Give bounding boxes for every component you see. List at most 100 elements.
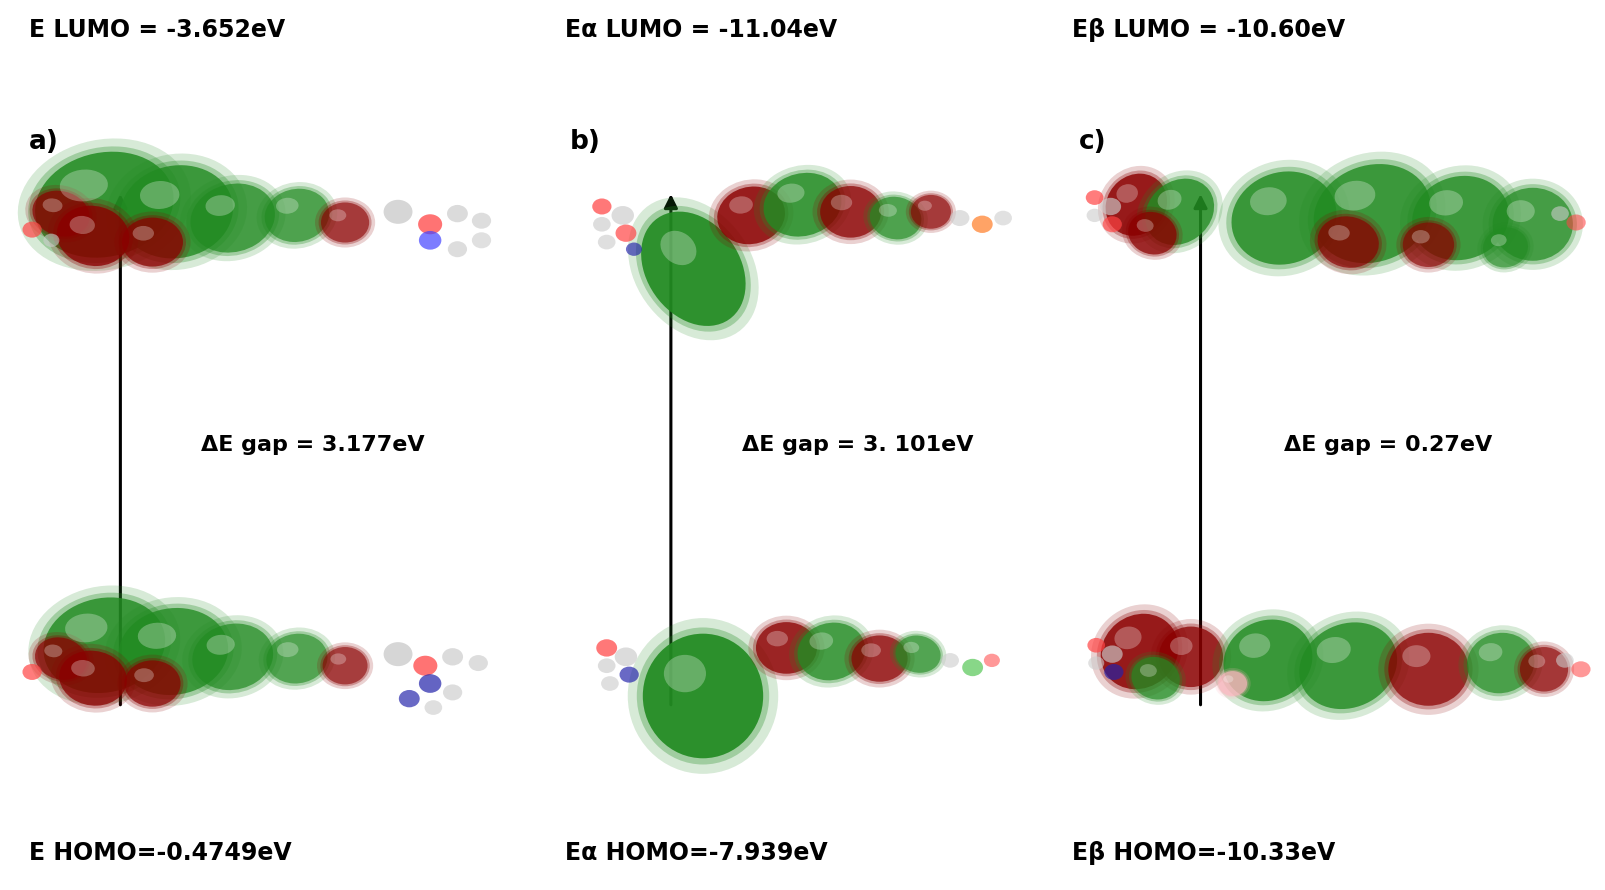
- Ellipse shape: [278, 643, 299, 657]
- Ellipse shape: [1396, 217, 1461, 272]
- Ellipse shape: [441, 648, 462, 666]
- Ellipse shape: [1146, 179, 1213, 245]
- Ellipse shape: [908, 193, 953, 231]
- Ellipse shape: [950, 210, 969, 226]
- Ellipse shape: [1571, 661, 1591, 677]
- Ellipse shape: [984, 653, 1000, 668]
- Ellipse shape: [664, 655, 706, 692]
- Ellipse shape: [880, 204, 897, 217]
- Ellipse shape: [1298, 151, 1446, 276]
- Ellipse shape: [140, 181, 180, 209]
- Ellipse shape: [1103, 171, 1170, 239]
- Ellipse shape: [809, 633, 833, 650]
- Ellipse shape: [419, 675, 441, 692]
- Ellipse shape: [1459, 626, 1542, 700]
- Ellipse shape: [114, 160, 239, 263]
- Ellipse shape: [1106, 174, 1167, 236]
- Ellipse shape: [912, 195, 950, 229]
- Ellipse shape: [138, 623, 177, 649]
- Ellipse shape: [71, 660, 95, 676]
- Ellipse shape: [1412, 176, 1509, 260]
- Ellipse shape: [756, 622, 817, 674]
- Ellipse shape: [51, 643, 135, 713]
- Ellipse shape: [1212, 610, 1324, 711]
- Ellipse shape: [748, 616, 825, 680]
- Ellipse shape: [321, 645, 369, 686]
- Ellipse shape: [29, 146, 180, 263]
- Ellipse shape: [1408, 172, 1514, 264]
- Text: c): c): [1079, 129, 1106, 155]
- Ellipse shape: [1223, 676, 1233, 683]
- Ellipse shape: [1140, 664, 1157, 677]
- Ellipse shape: [258, 627, 335, 690]
- Ellipse shape: [759, 170, 846, 239]
- Ellipse shape: [1217, 670, 1249, 697]
- Ellipse shape: [642, 634, 764, 758]
- Ellipse shape: [599, 659, 616, 673]
- Ellipse shape: [904, 642, 920, 653]
- Ellipse shape: [262, 186, 332, 245]
- Ellipse shape: [831, 195, 852, 210]
- Ellipse shape: [1087, 208, 1103, 222]
- Text: Eα LUMO = -11.04eV: Eα LUMO = -11.04eV: [565, 18, 838, 42]
- Ellipse shape: [1483, 228, 1528, 267]
- Ellipse shape: [600, 676, 620, 691]
- Ellipse shape: [443, 684, 462, 700]
- Ellipse shape: [120, 166, 233, 258]
- Ellipse shape: [1250, 187, 1287, 215]
- Ellipse shape: [863, 191, 928, 245]
- Ellipse shape: [1464, 630, 1538, 696]
- Ellipse shape: [32, 635, 90, 682]
- Ellipse shape: [1218, 671, 1247, 696]
- Ellipse shape: [973, 215, 992, 233]
- Ellipse shape: [798, 623, 865, 680]
- Ellipse shape: [1412, 230, 1430, 243]
- Ellipse shape: [384, 199, 412, 223]
- Ellipse shape: [918, 200, 933, 211]
- Ellipse shape: [1477, 222, 1534, 272]
- Ellipse shape: [472, 232, 491, 248]
- Ellipse shape: [767, 631, 788, 646]
- Ellipse shape: [963, 659, 982, 676]
- Ellipse shape: [1403, 222, 1454, 267]
- Ellipse shape: [1400, 220, 1457, 269]
- Ellipse shape: [1400, 166, 1522, 271]
- Ellipse shape: [1220, 616, 1316, 705]
- Ellipse shape: [48, 198, 138, 273]
- Ellipse shape: [104, 597, 242, 706]
- Ellipse shape: [43, 234, 59, 247]
- Ellipse shape: [1329, 225, 1350, 240]
- Ellipse shape: [69, 216, 95, 234]
- Text: a): a): [29, 129, 59, 155]
- Ellipse shape: [1101, 645, 1122, 663]
- Ellipse shape: [135, 668, 154, 682]
- Ellipse shape: [1096, 610, 1183, 693]
- Text: ΔE gap = 3. 101eV: ΔE gap = 3. 101eV: [742, 435, 973, 455]
- Ellipse shape: [1159, 627, 1223, 687]
- Ellipse shape: [1481, 225, 1530, 270]
- Text: Eα HOMO=-7.939eV: Eα HOMO=-7.939eV: [565, 841, 828, 865]
- Ellipse shape: [592, 198, 612, 214]
- Ellipse shape: [1478, 643, 1502, 661]
- Ellipse shape: [22, 664, 42, 680]
- Ellipse shape: [448, 241, 467, 257]
- Ellipse shape: [106, 154, 247, 270]
- Ellipse shape: [193, 624, 273, 690]
- Ellipse shape: [1231, 172, 1337, 264]
- Ellipse shape: [43, 198, 63, 212]
- Ellipse shape: [35, 151, 173, 258]
- Ellipse shape: [905, 190, 957, 233]
- Ellipse shape: [1507, 200, 1534, 222]
- Ellipse shape: [186, 180, 279, 256]
- Ellipse shape: [315, 198, 376, 247]
- Ellipse shape: [820, 186, 881, 238]
- Ellipse shape: [183, 615, 282, 699]
- Ellipse shape: [207, 635, 234, 655]
- Ellipse shape: [323, 647, 368, 684]
- Ellipse shape: [29, 632, 93, 685]
- Ellipse shape: [867, 195, 924, 241]
- Ellipse shape: [56, 206, 130, 266]
- Ellipse shape: [849, 633, 910, 684]
- Ellipse shape: [729, 197, 753, 214]
- Ellipse shape: [1218, 160, 1350, 276]
